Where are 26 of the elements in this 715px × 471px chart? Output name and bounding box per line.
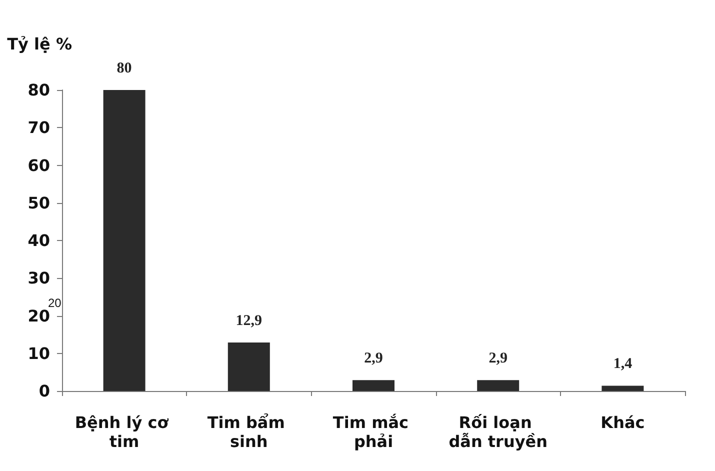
x-tick-label: Tim bẩm sinh bbox=[207, 413, 290, 451]
y-tick-label: 0 bbox=[38, 382, 50, 400]
y-tick-label: 40 bbox=[28, 231, 50, 250]
bar bbox=[352, 380, 394, 391]
x-tick-label: Bệnh lý cơ tim bbox=[74, 413, 174, 451]
y-tick-label: 70 bbox=[28, 118, 50, 138]
y-axis-title: Tỷ lệ % bbox=[7, 34, 72, 54]
data-label: 2,9 bbox=[488, 350, 508, 367]
text: 20 bbox=[48, 296, 62, 310]
bar bbox=[228, 342, 270, 391]
y-tick-label: 80 bbox=[28, 80, 50, 100]
y-tick-label: 20 bbox=[28, 306, 50, 326]
bar bbox=[602, 386, 644, 391]
x-tick-label: Khác bbox=[600, 413, 645, 432]
data-label: 12,9 bbox=[236, 312, 262, 329]
bar bbox=[103, 90, 146, 391]
y-tick-label: 10 bbox=[28, 344, 50, 363]
data-label: 2,9 bbox=[364, 350, 383, 367]
y-tick-label: 60 bbox=[28, 156, 50, 175]
x-tick-label: Rối loạn dẫn truyền bbox=[448, 413, 548, 451]
data-label: 1,4 bbox=[613, 356, 633, 372]
y-tick-label: 30 bbox=[28, 268, 50, 288]
y-tick-label: 50 bbox=[28, 193, 50, 212]
bar bbox=[477, 380, 520, 391]
x-tick-label: Tim mắc phải bbox=[332, 413, 414, 451]
data-label: 80 bbox=[116, 60, 132, 76]
